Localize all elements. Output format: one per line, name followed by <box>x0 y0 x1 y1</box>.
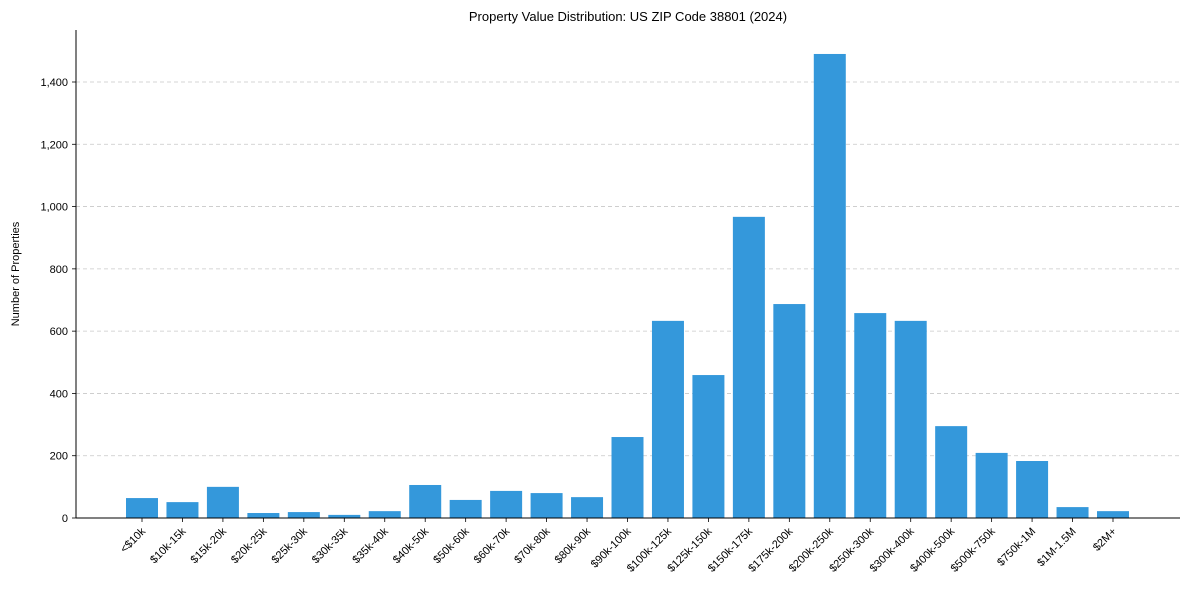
bar <box>571 497 604 518</box>
x-tick-label: $25k-30k <box>269 525 310 566</box>
x-tick-label: $70k-80k <box>512 525 553 566</box>
x-tick-label: $15k-20k <box>189 525 230 566</box>
x-tick-label: $50k-60k <box>431 525 472 566</box>
x-tick-label: $30k-35k <box>310 525 351 566</box>
x-tick-label: $80k-90k <box>553 525 594 566</box>
bar <box>692 375 725 518</box>
bar <box>287 512 320 518</box>
y-tick-label: 0 <box>62 513 68 525</box>
bar <box>1016 461 1049 518</box>
x-tick-label: <$10k <box>118 525 148 555</box>
bar <box>611 437 644 518</box>
y-axis-label: Number of Properties <box>10 221 22 326</box>
bar <box>935 426 968 518</box>
bar <box>490 490 523 518</box>
bar <box>328 514 361 518</box>
bar <box>409 484 442 518</box>
x-tick-label: $20k-25k <box>229 525 270 566</box>
y-tick-label: 800 <box>50 264 68 276</box>
bar <box>247 513 280 518</box>
x-tick-label: $2M+ <box>1091 526 1119 554</box>
x-tick-label: $10k-15k <box>148 525 189 566</box>
x-tick-label: $60k-70k <box>472 525 513 566</box>
bar <box>813 53 846 518</box>
bar <box>166 502 199 518</box>
y-tick-label: 600 <box>50 326 68 338</box>
bar <box>854 313 887 518</box>
bar <box>975 452 1008 518</box>
x-tick-label: $750k-1M <box>995 526 1038 569</box>
y-tick-label: 1,200 <box>40 139 68 151</box>
bar <box>449 499 482 518</box>
bar <box>773 304 806 518</box>
bar <box>206 486 239 518</box>
x-tick-label: $1M-1.5M <box>1035 526 1079 570</box>
x-tick-label: $40k-50k <box>391 525 432 566</box>
y-tick-label: 200 <box>50 451 68 463</box>
bar <box>530 493 563 518</box>
bar <box>651 320 684 518</box>
bar <box>368 511 401 518</box>
y-tick-label: 400 <box>50 388 68 400</box>
x-tick-label: $500k-750k <box>949 525 998 574</box>
bar <box>1056 507 1089 518</box>
bar <box>732 216 765 518</box>
x-tick-label: $35k-40k <box>350 525 391 566</box>
bar <box>1097 511 1129 518</box>
y-tick-label: 1,000 <box>40 202 68 214</box>
chart-title: Property Value Distribution: US ZIP Code… <box>469 9 787 24</box>
bar <box>894 320 927 518</box>
y-tick-label: 1,400 <box>40 77 68 89</box>
bar <box>126 498 158 518</box>
